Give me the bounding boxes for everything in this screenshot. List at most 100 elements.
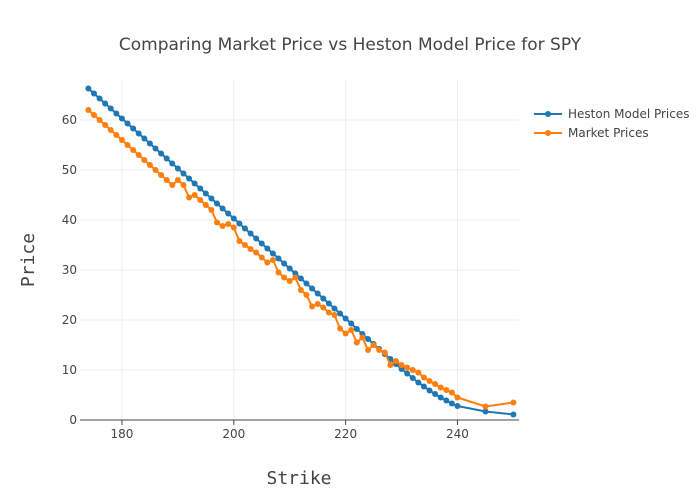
data-point[interactable] <box>448 389 455 396</box>
data-point[interactable] <box>258 254 265 261</box>
data-point[interactable] <box>202 190 209 197</box>
data-point[interactable] <box>225 210 232 217</box>
data-point[interactable] <box>258 240 265 247</box>
data-point[interactable] <box>241 225 248 232</box>
data-point[interactable] <box>174 177 181 183</box>
data-point[interactable] <box>437 394 444 401</box>
data-point[interactable] <box>353 326 360 332</box>
data-point[interactable] <box>236 238 243 244</box>
data-point[interactable] <box>158 172 165 178</box>
data-point[interactable] <box>130 125 137 132</box>
data-point[interactable] <box>124 120 131 127</box>
data-point[interactable] <box>398 362 405 368</box>
data-point[interactable] <box>163 155 170 162</box>
data-point[interactable] <box>448 400 455 407</box>
data-point[interactable] <box>337 325 344 332</box>
data-point[interactable] <box>208 195 215 202</box>
data-point[interactable] <box>297 275 304 282</box>
data-point[interactable] <box>141 157 148 163</box>
data-point[interactable] <box>202 202 209 208</box>
data-point[interactable] <box>102 122 109 128</box>
data-point[interactable] <box>163 177 170 183</box>
legend-item[interactable]: Heston Model Prices <box>534 107 690 121</box>
data-point[interactable] <box>404 364 411 371</box>
data-point[interactable] <box>96 117 103 123</box>
data-point[interactable] <box>281 274 288 281</box>
data-point[interactable] <box>264 245 271 252</box>
data-point[interactable] <box>135 130 142 137</box>
data-point[interactable] <box>404 370 411 377</box>
data-point[interactable] <box>225 221 232 227</box>
data-point[interactable] <box>146 162 153 168</box>
data-point[interactable] <box>510 399 517 406</box>
data-point[interactable] <box>303 280 310 287</box>
data-point[interactable] <box>96 95 103 102</box>
data-point[interactable] <box>432 391 439 397</box>
data-point[interactable] <box>426 387 433 394</box>
data-point[interactable] <box>409 367 416 373</box>
data-point[interactable] <box>353 339 360 346</box>
data-point[interactable] <box>454 403 461 409</box>
data-point[interactable] <box>365 347 372 353</box>
data-point[interactable] <box>107 127 114 133</box>
data-point[interactable] <box>303 292 310 298</box>
data-point[interactable] <box>281 260 288 267</box>
data-point[interactable] <box>381 349 388 356</box>
data-point[interactable] <box>253 249 260 256</box>
data-point[interactable] <box>314 301 321 307</box>
data-point[interactable] <box>297 287 304 293</box>
data-point[interactable] <box>124 142 131 148</box>
data-point[interactable] <box>85 85 92 92</box>
data-point[interactable] <box>482 403 489 410</box>
data-point[interactable] <box>437 384 444 391</box>
data-point[interactable] <box>432 381 439 387</box>
data-point[interactable] <box>309 303 316 310</box>
data-point[interactable] <box>241 242 248 248</box>
data-point[interactable] <box>197 197 204 203</box>
data-point[interactable] <box>342 330 349 337</box>
data-point[interactable] <box>409 375 416 381</box>
data-point[interactable] <box>118 137 125 143</box>
data-point[interactable] <box>208 207 215 213</box>
data-point[interactable] <box>286 278 293 284</box>
data-point[interactable] <box>320 295 327 302</box>
data-point[interactable] <box>180 170 187 177</box>
data-point[interactable] <box>348 320 355 327</box>
data-point[interactable] <box>269 257 276 263</box>
data-point[interactable] <box>415 369 422 376</box>
data-point[interactable] <box>247 230 254 237</box>
data-point[interactable] <box>264 259 271 266</box>
data-point[interactable] <box>214 219 221 226</box>
data-point[interactable] <box>365 336 372 342</box>
data-point[interactable] <box>135 152 142 158</box>
data-point[interactable] <box>130 147 137 153</box>
data-point[interactable] <box>443 387 450 393</box>
data-point[interactable] <box>392 358 399 364</box>
data-point[interactable] <box>253 235 260 242</box>
data-point[interactable] <box>426 378 433 384</box>
data-point[interactable] <box>113 110 120 117</box>
data-point[interactable] <box>169 160 176 167</box>
data-point[interactable] <box>325 309 332 316</box>
data-point[interactable] <box>85 107 92 113</box>
data-point[interactable] <box>454 394 461 401</box>
data-point[interactable] <box>141 135 148 142</box>
data-point[interactable] <box>214 200 221 207</box>
data-point[interactable] <box>331 312 338 318</box>
data-point[interactable] <box>359 334 366 341</box>
data-point[interactable] <box>348 327 355 333</box>
data-point[interactable] <box>387 362 394 368</box>
data-point[interactable] <box>325 300 332 307</box>
data-point[interactable] <box>197 185 204 192</box>
data-point[interactable] <box>118 115 125 122</box>
data-point[interactable] <box>230 215 237 222</box>
data-point[interactable] <box>443 397 450 404</box>
data-point[interactable] <box>102 100 109 107</box>
data-point[interactable] <box>90 90 97 97</box>
data-point[interactable] <box>191 180 198 187</box>
data-point[interactable] <box>236 220 243 227</box>
legend-item[interactable]: Market Prices <box>534 126 649 140</box>
data-point[interactable] <box>230 224 237 231</box>
data-point[interactable] <box>90 112 97 118</box>
data-point[interactable] <box>191 192 198 198</box>
